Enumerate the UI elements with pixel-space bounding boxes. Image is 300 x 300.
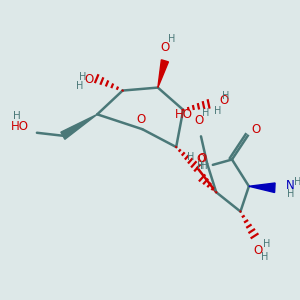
Text: O: O	[253, 244, 262, 257]
Polygon shape	[158, 60, 168, 88]
Text: O: O	[220, 94, 229, 107]
Text: H: H	[187, 152, 194, 162]
Text: H: H	[168, 34, 175, 44]
Text: H: H	[197, 161, 204, 171]
Text: HO: HO	[11, 120, 28, 133]
Text: O: O	[252, 123, 261, 136]
Text: H: H	[294, 177, 300, 187]
Text: O: O	[136, 113, 146, 126]
Polygon shape	[249, 183, 275, 193]
Text: N: N	[286, 179, 294, 192]
Text: H: H	[79, 72, 86, 82]
Text: O: O	[194, 114, 203, 128]
Text: H: H	[214, 106, 222, 116]
Polygon shape	[61, 114, 97, 139]
Text: H: H	[200, 161, 208, 171]
Text: O: O	[196, 154, 205, 164]
Text: H: H	[287, 189, 294, 199]
Text: O: O	[160, 41, 170, 54]
Text: H: H	[13, 111, 21, 122]
Text: H: H	[263, 239, 270, 249]
Text: H: H	[261, 252, 268, 262]
Text: H: H	[222, 91, 230, 100]
Text: H: H	[202, 108, 210, 118]
Text: H: H	[76, 81, 83, 91]
Text: O: O	[197, 152, 206, 165]
Text: O: O	[85, 73, 94, 86]
Text: HO: HO	[175, 107, 193, 121]
